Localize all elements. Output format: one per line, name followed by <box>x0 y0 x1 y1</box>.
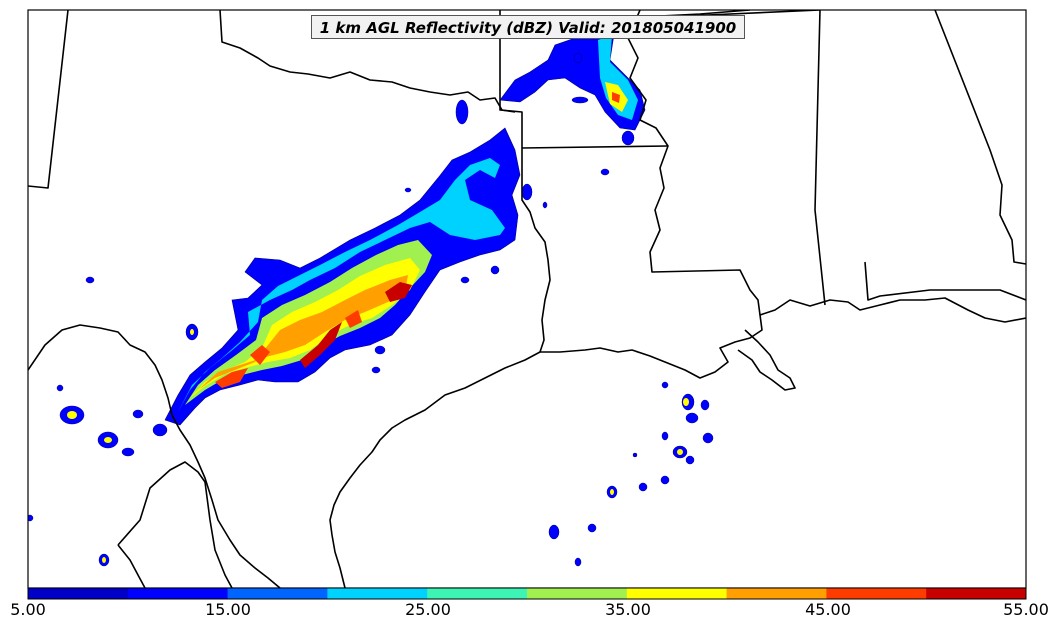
colorbar-tick-5: 55.00 <box>1003 600 1049 619</box>
mississippi-river-border <box>627 10 761 316</box>
echo-core-1 <box>215 368 248 388</box>
colorbar-border <box>27 587 1027 600</box>
la-coastline <box>540 297 1026 379</box>
echo-core-2 <box>300 322 342 368</box>
echo-core-3 <box>385 282 412 302</box>
echo-core-5 <box>345 310 362 328</box>
colorbar <box>27 587 1027 600</box>
echo-core-4 <box>250 345 270 365</box>
echo-scattered-cells <box>28 52 714 567</box>
map-boundaries <box>28 10 1026 588</box>
colorbar-segment-2 <box>227 588 328 599</box>
colorbar-tick-4: 45.00 <box>805 600 851 619</box>
tx-la-border <box>521 148 551 353</box>
colorbar-tick-2: 25.00 <box>405 600 451 619</box>
colorbar-tick-0: 5.00 <box>10 600 46 619</box>
fl-al-border <box>864 261 1026 301</box>
colorbar-tick-3: 35.00 <box>605 600 651 619</box>
colorbar-segment-7 <box>726 588 827 599</box>
colorbar-segment-9 <box>926 588 1027 599</box>
echo-main-orange <box>198 275 408 390</box>
ok-ar-border <box>499 10 523 148</box>
map-title: 1 km AGL Reflectivity (dBZ) Valid: 20180… <box>311 15 745 39</box>
al-ga-border <box>934 10 1026 265</box>
mx-state-border-2 <box>117 544 146 588</box>
nm-tx-border <box>28 10 69 189</box>
colorbar-segment-5 <box>527 588 628 599</box>
colorbar-segment-1 <box>127 588 229 599</box>
echo-north-red <box>612 92 620 103</box>
radar-echoes <box>28 27 714 567</box>
echo-scattered-cores <box>67 329 689 563</box>
ms-al-border <box>814 10 826 306</box>
colorbar-segment-6 <box>626 588 728 599</box>
colorbar-segment-0 <box>28 588 129 599</box>
colorbar-segment-4 <box>427 588 528 599</box>
colorbar-segment-8 <box>826 588 927 599</box>
tx-mx-border <box>28 324 281 588</box>
echo-north-cyan <box>598 35 638 120</box>
colorbar-tick-1: 15.00 <box>205 600 251 619</box>
echo-main-cyan <box>178 158 505 412</box>
colorbar-segment-3 <box>327 588 428 599</box>
la-delta <box>737 329 796 391</box>
ar-la-border <box>521 145 669 149</box>
ok-tx-border <box>219 10 516 113</box>
mx-state-border-1 <box>117 461 233 588</box>
tx-coastline <box>329 351 541 588</box>
